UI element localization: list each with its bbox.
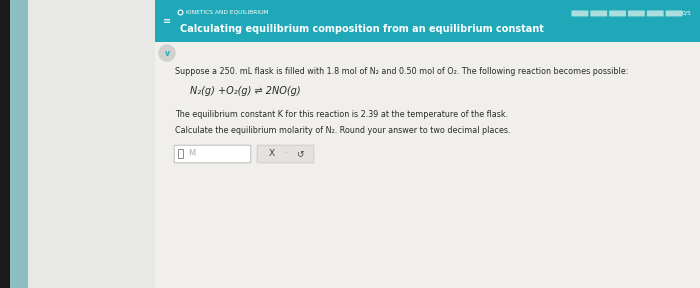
Text: Suppose a 250. mL flask is filled with 1.8 mol of N₂ and 0.50 mol of O₂. The fol: Suppose a 250. mL flask is filled with 1… [175,67,629,76]
FancyBboxPatch shape [155,0,700,42]
FancyBboxPatch shape [174,145,251,163]
Text: X: X [269,149,275,158]
Circle shape [159,45,175,61]
Text: ↺: ↺ [296,149,304,158]
Text: v: v [164,49,169,58]
Text: 0/5: 0/5 [682,11,692,16]
FancyBboxPatch shape [666,10,682,16]
Text: KINETICS AND EQUILIBRIUM: KINETICS AND EQUILIBRIUM [186,9,268,14]
Text: ≡: ≡ [163,16,171,26]
Text: Calculate the equilibrium molarity of N₂. Round your answer to two decimal place: Calculate the equilibrium molarity of N₂… [175,126,510,135]
FancyBboxPatch shape [609,10,626,16]
Text: ·: · [285,149,288,158]
Text: N₂(g) +O₂(g) ⇌ 2NO(g): N₂(g) +O₂(g) ⇌ 2NO(g) [190,86,300,96]
FancyBboxPatch shape [628,10,645,16]
Text: Calculating equilibrium composition from an equilibrium constant: Calculating equilibrium composition from… [180,24,544,34]
FancyBboxPatch shape [155,42,700,288]
FancyBboxPatch shape [10,0,28,288]
FancyBboxPatch shape [647,10,664,16]
FancyBboxPatch shape [257,145,314,163]
Text: The equilibrium constant K for this reaction is 2.39 at the temperature of the f: The equilibrium constant K for this reac… [175,110,508,119]
FancyBboxPatch shape [0,0,10,288]
Text: M: M [188,149,195,158]
FancyBboxPatch shape [571,10,588,16]
FancyBboxPatch shape [590,10,607,16]
